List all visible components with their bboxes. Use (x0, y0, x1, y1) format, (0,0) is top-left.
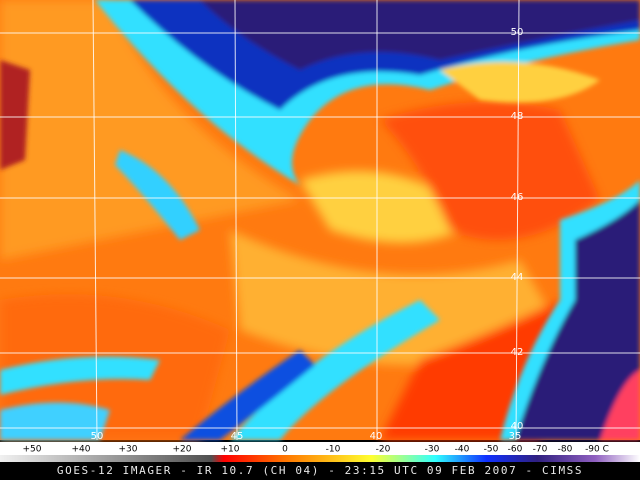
longitude-label: 35 (509, 431, 522, 442)
colorbar-label: -30 (425, 445, 440, 455)
colorbar-label: +50 (23, 445, 42, 455)
colorbar-label: -40 (455, 445, 470, 455)
colorbar-label: -50 (484, 445, 499, 455)
latitude-label: 50 (511, 27, 524, 38)
imagery (0, 0, 640, 440)
latitude-label: 40 (511, 421, 524, 432)
caption: GOES-12 IMAGER - IR 10.7 (CH 04) - 23:15… (57, 464, 583, 477)
latitude-label: 44 (511, 272, 524, 283)
colorbar-label-strip (0, 442, 640, 455)
longitude-line (234, 0, 238, 441)
latitude-label: 42 (511, 347, 524, 358)
colorbar: +50 +40 +30 +20 +10 0 -10 -20 -30 -40 -50 -60 -70 -80… (0, 442, 640, 462)
latitude-label: 48 (511, 111, 524, 122)
longitude-label: 45 (231, 431, 244, 442)
colorbar-label: +20 (173, 445, 192, 455)
longitude-labels: 50 45 40 35 (91, 431, 522, 442)
latitude-labels: 50 48 46 44 42 40 (511, 27, 524, 432)
colorbar-label: +10 (221, 445, 240, 455)
colorbar-label: +30 (119, 445, 138, 455)
colorbar-label: -60 (508, 445, 523, 455)
longitude-label: 40 (370, 431, 383, 442)
colorbar-label: -80 (558, 445, 573, 455)
longitude-line (515, 0, 520, 441)
graticule (0, 0, 640, 441)
caption-band (0, 462, 640, 480)
colorbar-label: -20 (376, 445, 391, 455)
colorbar-label: 0 (282, 445, 288, 455)
latitude-label: 46 (511, 192, 524, 203)
colorbar-label: -90 C (585, 445, 609, 455)
colorbar-label: -70 (533, 445, 548, 455)
colorbar-label: +40 (72, 445, 91, 455)
longitude-label: 50 (91, 431, 104, 442)
colorbar-label: -10 (326, 445, 341, 455)
colorbar-scale (0, 455, 640, 462)
longitude-line (92, 0, 98, 441)
